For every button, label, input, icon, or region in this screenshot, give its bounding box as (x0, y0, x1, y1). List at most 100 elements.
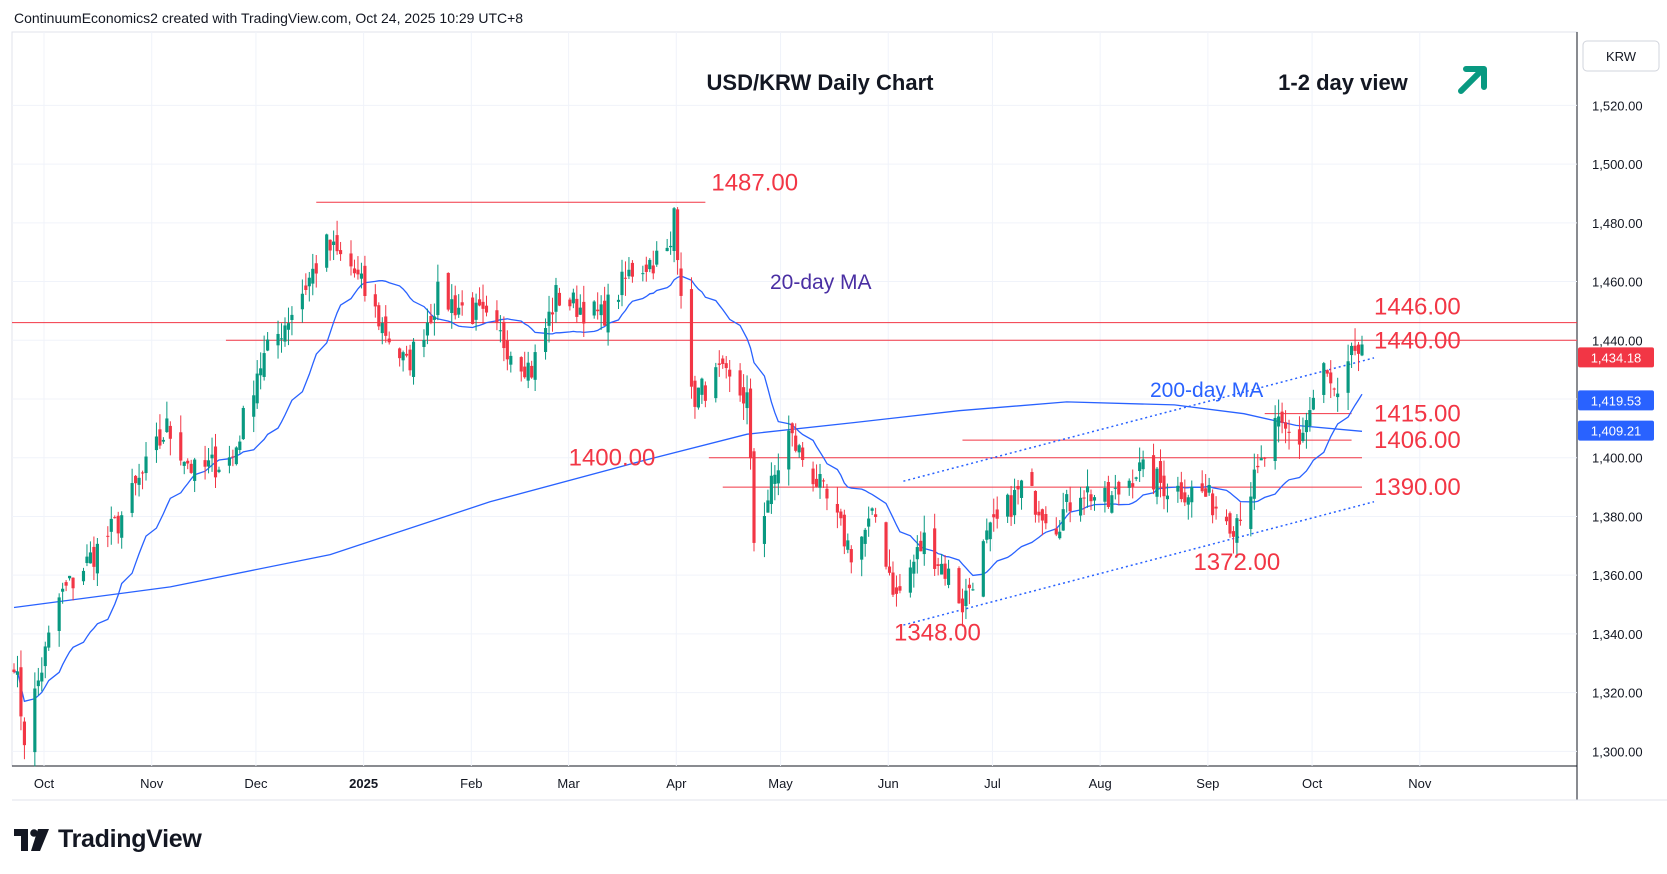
candle (505, 330, 509, 371)
candle (203, 445, 207, 480)
candle (1356, 341, 1361, 372)
candle-body (1165, 495, 1170, 500)
candle (742, 374, 746, 420)
candle-body (241, 407, 245, 440)
candle-body (550, 312, 555, 315)
candle (1068, 486, 1072, 523)
candle-body (543, 328, 548, 353)
candle (495, 300, 499, 331)
candle (481, 284, 485, 324)
candle-body (332, 241, 336, 246)
price-tick-label: 1,400.00 (1592, 451, 1643, 466)
tradingview-logo[interactable]: TradingView (14, 825, 202, 854)
candle (762, 502, 767, 558)
candle-body (1079, 497, 1083, 516)
candle-body (1016, 485, 1020, 490)
candle-body (33, 688, 37, 753)
candle-body (290, 314, 294, 321)
candle (290, 306, 294, 336)
candle (1325, 369, 1329, 377)
candle-body (1013, 489, 1017, 516)
candle-body (801, 447, 805, 460)
tradingview-logo-icon (14, 828, 49, 851)
candle (453, 285, 457, 320)
candle-body (960, 598, 965, 613)
candle (314, 255, 318, 288)
price-tick-label: 1,480.00 (1592, 216, 1643, 231)
candle-body (1006, 494, 1010, 517)
candle-body (700, 378, 704, 395)
candle-body (1138, 462, 1142, 472)
candle-body (311, 268, 315, 284)
ma200-annotation: 200-day MA (1150, 379, 1263, 402)
candle-body (314, 263, 318, 274)
candle-body (40, 672, 44, 682)
candle-body (557, 292, 562, 306)
candle-body (620, 271, 624, 296)
candle (898, 573, 902, 594)
candle (1214, 496, 1218, 520)
level-label: 1400.00 (569, 445, 656, 472)
candle-body (672, 208, 676, 251)
candle-body (1141, 459, 1145, 470)
candle (575, 285, 579, 323)
candle-body (943, 563, 947, 579)
candle (627, 257, 631, 280)
candle-body (262, 353, 266, 377)
candle (432, 303, 436, 336)
candle (457, 294, 461, 318)
price-axis[interactable]: 1,300.00 1,320.00 1,340.00 1,360.00 1,380.00… (1578, 98, 1654, 759)
candle-body (655, 250, 659, 265)
price-tick-label: 1,520.00 (1592, 98, 1643, 113)
candle-body (1065, 494, 1069, 502)
candle-body (714, 367, 718, 399)
candle (373, 284, 377, 318)
candle-body (429, 316, 433, 323)
candle (846, 533, 850, 554)
candle-body (481, 301, 485, 309)
candle-body (676, 209, 680, 261)
candle-body (519, 357, 523, 372)
candle (1134, 476, 1138, 482)
candle-body (616, 299, 621, 302)
candle (106, 526, 110, 548)
candle-body (1054, 528, 1058, 535)
candle-body (821, 480, 826, 482)
candle (592, 300, 596, 319)
candle (134, 474, 138, 496)
candle-body (217, 469, 221, 473)
candle-body (186, 460, 190, 464)
candle-body (206, 460, 211, 467)
currency-button[interactable]: KRW (1582, 40, 1660, 72)
candle (526, 351, 530, 389)
candle (380, 317, 384, 345)
candle-body (189, 463, 193, 473)
candle-body (863, 529, 867, 544)
candle-body (71, 577, 75, 589)
candle-body (1353, 345, 1357, 351)
candle-body (894, 587, 899, 594)
candle (217, 466, 221, 474)
candle-body (422, 339, 426, 347)
candle (543, 318, 548, 360)
candle (88, 541, 93, 564)
candle-body (641, 273, 645, 275)
candle-body (1322, 363, 1326, 395)
candle (1151, 443, 1156, 495)
candle-body (436, 281, 440, 316)
candle-body (304, 285, 308, 290)
candle-body (870, 508, 874, 511)
time-axis[interactable]: Oct Nov Dec 2025 Feb Mar Apr May Jun Jul Aug Sep Oct… (34, 776, 1432, 791)
candle-body (137, 477, 141, 485)
candle (189, 459, 193, 474)
candle-body (1235, 518, 1239, 543)
candle (821, 478, 826, 488)
candle-body (776, 470, 780, 484)
candle-body (1277, 416, 1281, 427)
level-label: 1406.00 (1374, 427, 1461, 454)
candle-body (1356, 344, 1361, 354)
candle (408, 344, 412, 376)
candle-body (526, 362, 530, 381)
candle-body (1009, 495, 1013, 517)
